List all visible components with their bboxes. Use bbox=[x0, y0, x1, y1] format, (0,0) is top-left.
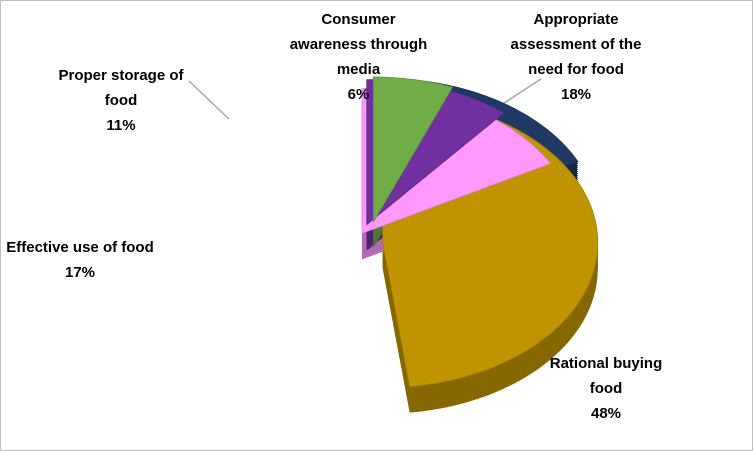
data-label: Consumer awareness through media 6% bbox=[281, 7, 436, 107]
label-value: 17% bbox=[64, 264, 96, 281]
label-text: Effective use of food bbox=[6, 239, 154, 256]
label-text: Consumer awareness through media bbox=[289, 11, 428, 78]
slice bbox=[372, 76, 454, 224]
data-label: Effective use of food 17% bbox=[5, 235, 155, 285]
label-value: 18% bbox=[560, 86, 592, 103]
label-value: 48% bbox=[590, 405, 622, 422]
data-label: Proper storage of food 11% bbox=[51, 63, 191, 138]
data-label: Rational buying food 48% bbox=[541, 351, 671, 426]
data-label: Appropriate assessment of the need for f… bbox=[491, 7, 661, 107]
label-value: 11% bbox=[106, 117, 136, 134]
leader-line bbox=[500, 78, 542, 106]
leader-line bbox=[188, 80, 230, 120]
label-text: Rational buying food bbox=[549, 355, 663, 397]
label-text: Proper storage of food bbox=[58, 67, 184, 109]
label-value: 6% bbox=[347, 86, 370, 103]
label-text: Appropriate assessment of the need for f… bbox=[510, 11, 642, 78]
